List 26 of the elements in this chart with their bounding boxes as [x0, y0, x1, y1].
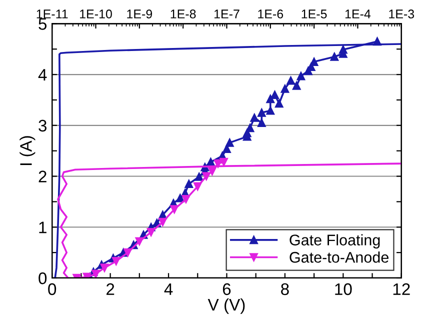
x-tick-label: 6 [222, 283, 231, 296]
x-tick-label: 12 [393, 283, 410, 295]
y-tick-label: 1 [39, 222, 46, 234]
x-tick-label: 2 [106, 283, 114, 295]
x2-tick-label: 1E-10 [80, 10, 112, 18]
y-tick-label: 5 [38, 18, 47, 30]
y-tick-label: 0 [38, 272, 47, 284]
x-tick-label: 10 [335, 283, 352, 296]
legend-label: Gate Floating [290, 234, 380, 248]
x2-tick-label: 1E-7 [214, 10, 240, 18]
x-tick-label: 0 [48, 283, 56, 296]
y-tick-label: 3 [38, 120, 46, 132]
x2-tick-label: 1E-5 [302, 10, 327, 18]
x-axis-title: V (V) [208, 298, 245, 314]
x-tick-label: 8 [281, 283, 289, 296]
x2-tick-label: 1E-11 [36, 10, 68, 18]
x2-tick-label: 1E-4 [345, 10, 371, 18]
x2-tick-label: 1E-6 [258, 10, 284, 18]
y-axis-title: I (A) [20, 136, 36, 166]
x2-tick-label: 1E-3 [389, 10, 414, 18]
x2-tick-label: 1E-8 [170, 10, 196, 18]
y-tick-label: 4 [38, 69, 47, 81]
y-tick-label: 2 [38, 170, 46, 182]
x-tick-label: 4 [164, 283, 173, 295]
x2-tick-label: 1E-9 [127, 10, 152, 18]
legend-label: Gate-to-Anode [290, 252, 388, 263]
